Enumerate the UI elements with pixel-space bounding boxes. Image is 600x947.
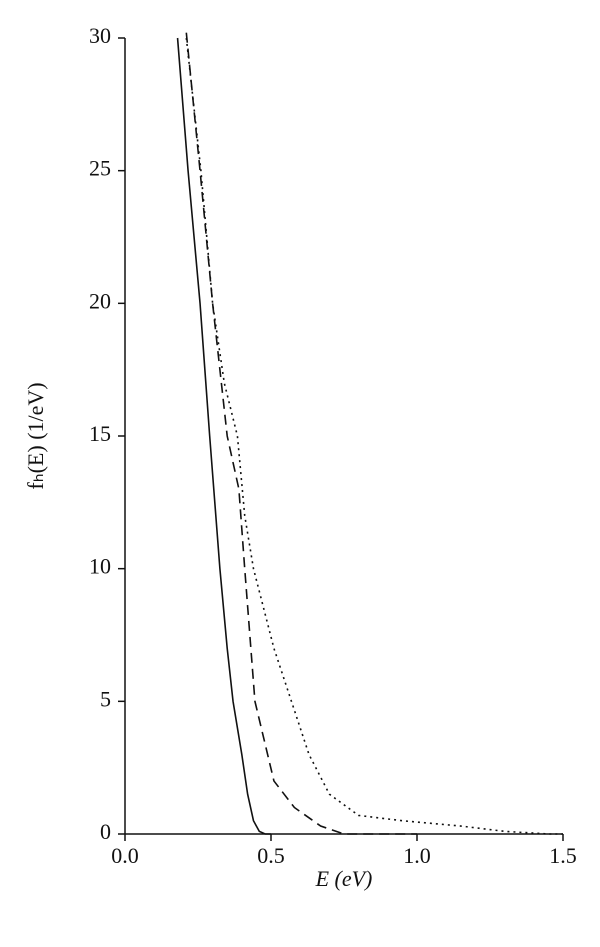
x-tick-label: 0.5 bbox=[257, 843, 285, 868]
y-tick-label: 30 bbox=[89, 23, 111, 48]
y-tick-label: 15 bbox=[89, 421, 111, 446]
y-tick-label: 20 bbox=[89, 288, 111, 313]
y-tick-label: 0 bbox=[100, 819, 111, 844]
line bbox=[185, 37, 563, 835]
y-axis-label: fₕ(E) (1/eV) bbox=[23, 382, 48, 489]
line bbox=[185, 32, 417, 835]
y-tick-label: 5 bbox=[100, 686, 111, 711]
x-axis-label: E (eV) bbox=[315, 866, 373, 891]
x-tick-label: 1.0 bbox=[403, 843, 431, 868]
x-tick-label: 0.0 bbox=[111, 843, 139, 868]
x-tick-label: 1.5 bbox=[549, 843, 577, 868]
y-tick-label: 10 bbox=[89, 554, 111, 579]
y-tick-label: 25 bbox=[89, 156, 111, 181]
line bbox=[176, 37, 271, 835]
